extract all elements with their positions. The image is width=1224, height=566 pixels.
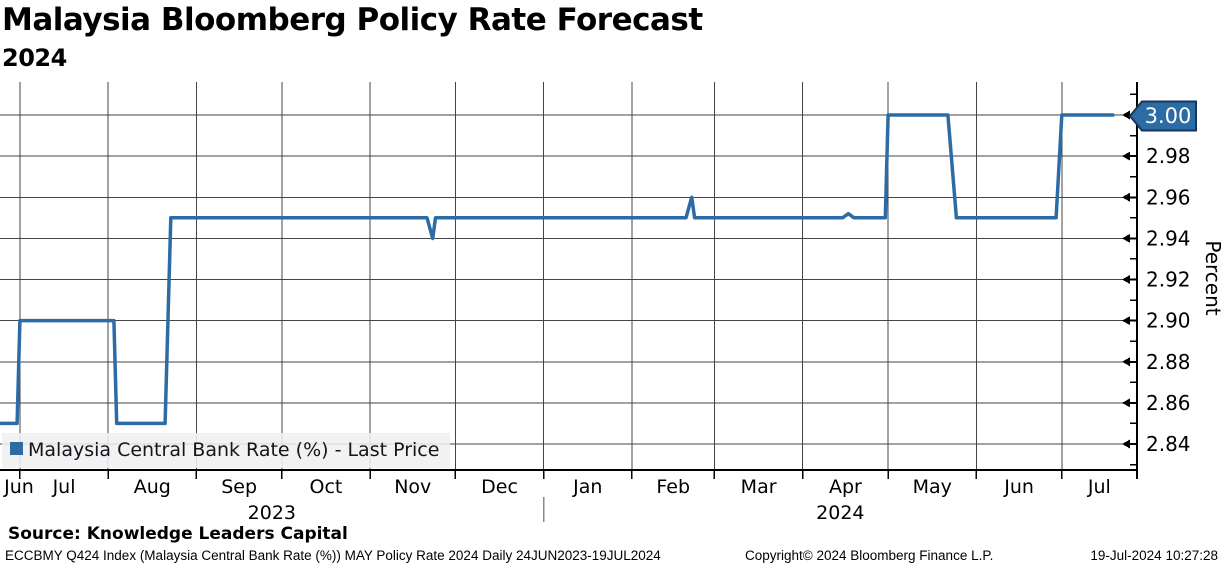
- y-tick-label: 2.88: [1146, 350, 1191, 374]
- y-axis-tick-arrow: [1122, 192, 1130, 202]
- x-tick-label-month: Feb: [656, 476, 690, 498]
- x-tick-label-month: May: [913, 476, 952, 498]
- last-price-value: 3.00: [1145, 104, 1192, 128]
- footer-strip: ECCBMY Q424 Index (Malaysia Central Bank…: [0, 548, 1224, 566]
- y-axis-tick-arrow: [1122, 110, 1130, 120]
- x-tick-label-month: Jul: [52, 476, 76, 498]
- x-tick-label-month: Sep: [221, 476, 257, 498]
- legend-label: Malaysia Central Bank Rate (%) - Last Pr…: [28, 439, 439, 461]
- x-tick-label-month: Jun: [3, 476, 34, 498]
- source-text: Source: Knowledge Leaders Capital: [8, 524, 348, 544]
- y-tick-label: 2.86: [1146, 391, 1191, 415]
- y-axis-tick-arrow: [1122, 151, 1130, 161]
- y-axis-tick-arrow: [1122, 233, 1130, 243]
- copyright-text: Copyright© 2024 Bloomberg Finance L.P.: [745, 548, 994, 563]
- x-tick-label-month: Jun: [1003, 476, 1034, 498]
- y-axis-tick-arrow: [1122, 357, 1130, 367]
- legend-swatch-icon: [10, 442, 23, 455]
- y-axis-title: Percent: [1201, 240, 1224, 315]
- x-tick-label-month: Mar: [741, 476, 777, 498]
- y-tick-label: 2.94: [1146, 226, 1191, 250]
- y-tick-label: 2.90: [1146, 309, 1191, 333]
- y-tick-label: 2.84: [1146, 432, 1191, 456]
- x-tick-label-month: Apr: [829, 476, 862, 498]
- y-axis-tick-arrow: [1122, 398, 1130, 408]
- x-tick-label-month: Dec: [481, 476, 518, 498]
- x-tick-label-month: Jan: [572, 476, 602, 498]
- rate-line-chart: Jun Jul Aug Sep Oct Nov Dec Jan Feb Mar Apr May Jun J…: [0, 82, 1224, 524]
- rate-series-line: [0, 113, 1115, 426]
- legend: Malaysia Central Bank Rate (%) - Last Pr…: [2, 433, 450, 468]
- y-axis-tick-arrow: [1122, 275, 1130, 284]
- security-description: ECCBMY Q424 Index (Malaysia Central Bank…: [5, 548, 661, 563]
- y-tick-label: 2.98: [1146, 144, 1191, 168]
- x-axis-year-2024: 2024: [816, 502, 864, 524]
- x-tick-label-month: Aug: [134, 476, 171, 498]
- last-price-callout: 3.00: [1128, 100, 1197, 132]
- y-tick-label: 2.92: [1146, 268, 1191, 292]
- y-axis-tick-arrow: [1122, 316, 1130, 326]
- x-tick-label-month: Nov: [394, 476, 431, 498]
- axes: [0, 82, 1138, 479]
- last-price-flag: [1128, 100, 1197, 132]
- page-title: Malaysia Bloomberg Policy Rate Forecast: [2, 2, 703, 38]
- source-row: Source: Knowledge Leaders Capital: [8, 524, 348, 544]
- page-subtitle: 2024: [2, 44, 67, 72]
- x-tick-label-month: Jul: [1087, 476, 1111, 498]
- legend-background: [2, 433, 450, 468]
- x-tick-label-month: Oct: [309, 476, 342, 498]
- y-axis-tick-arrow: [1122, 439, 1130, 449]
- x-axis-year-2023: 2023: [248, 502, 296, 524]
- y-tick-label: 2.96: [1146, 185, 1191, 209]
- axis-labels: Jun Jul Aug Sep Oct Nov Dec Jan Feb Mar Apr May Jun J…: [3, 144, 1190, 524]
- timestamp-text: 19-Jul-2024 10:27:28: [1090, 548, 1218, 563]
